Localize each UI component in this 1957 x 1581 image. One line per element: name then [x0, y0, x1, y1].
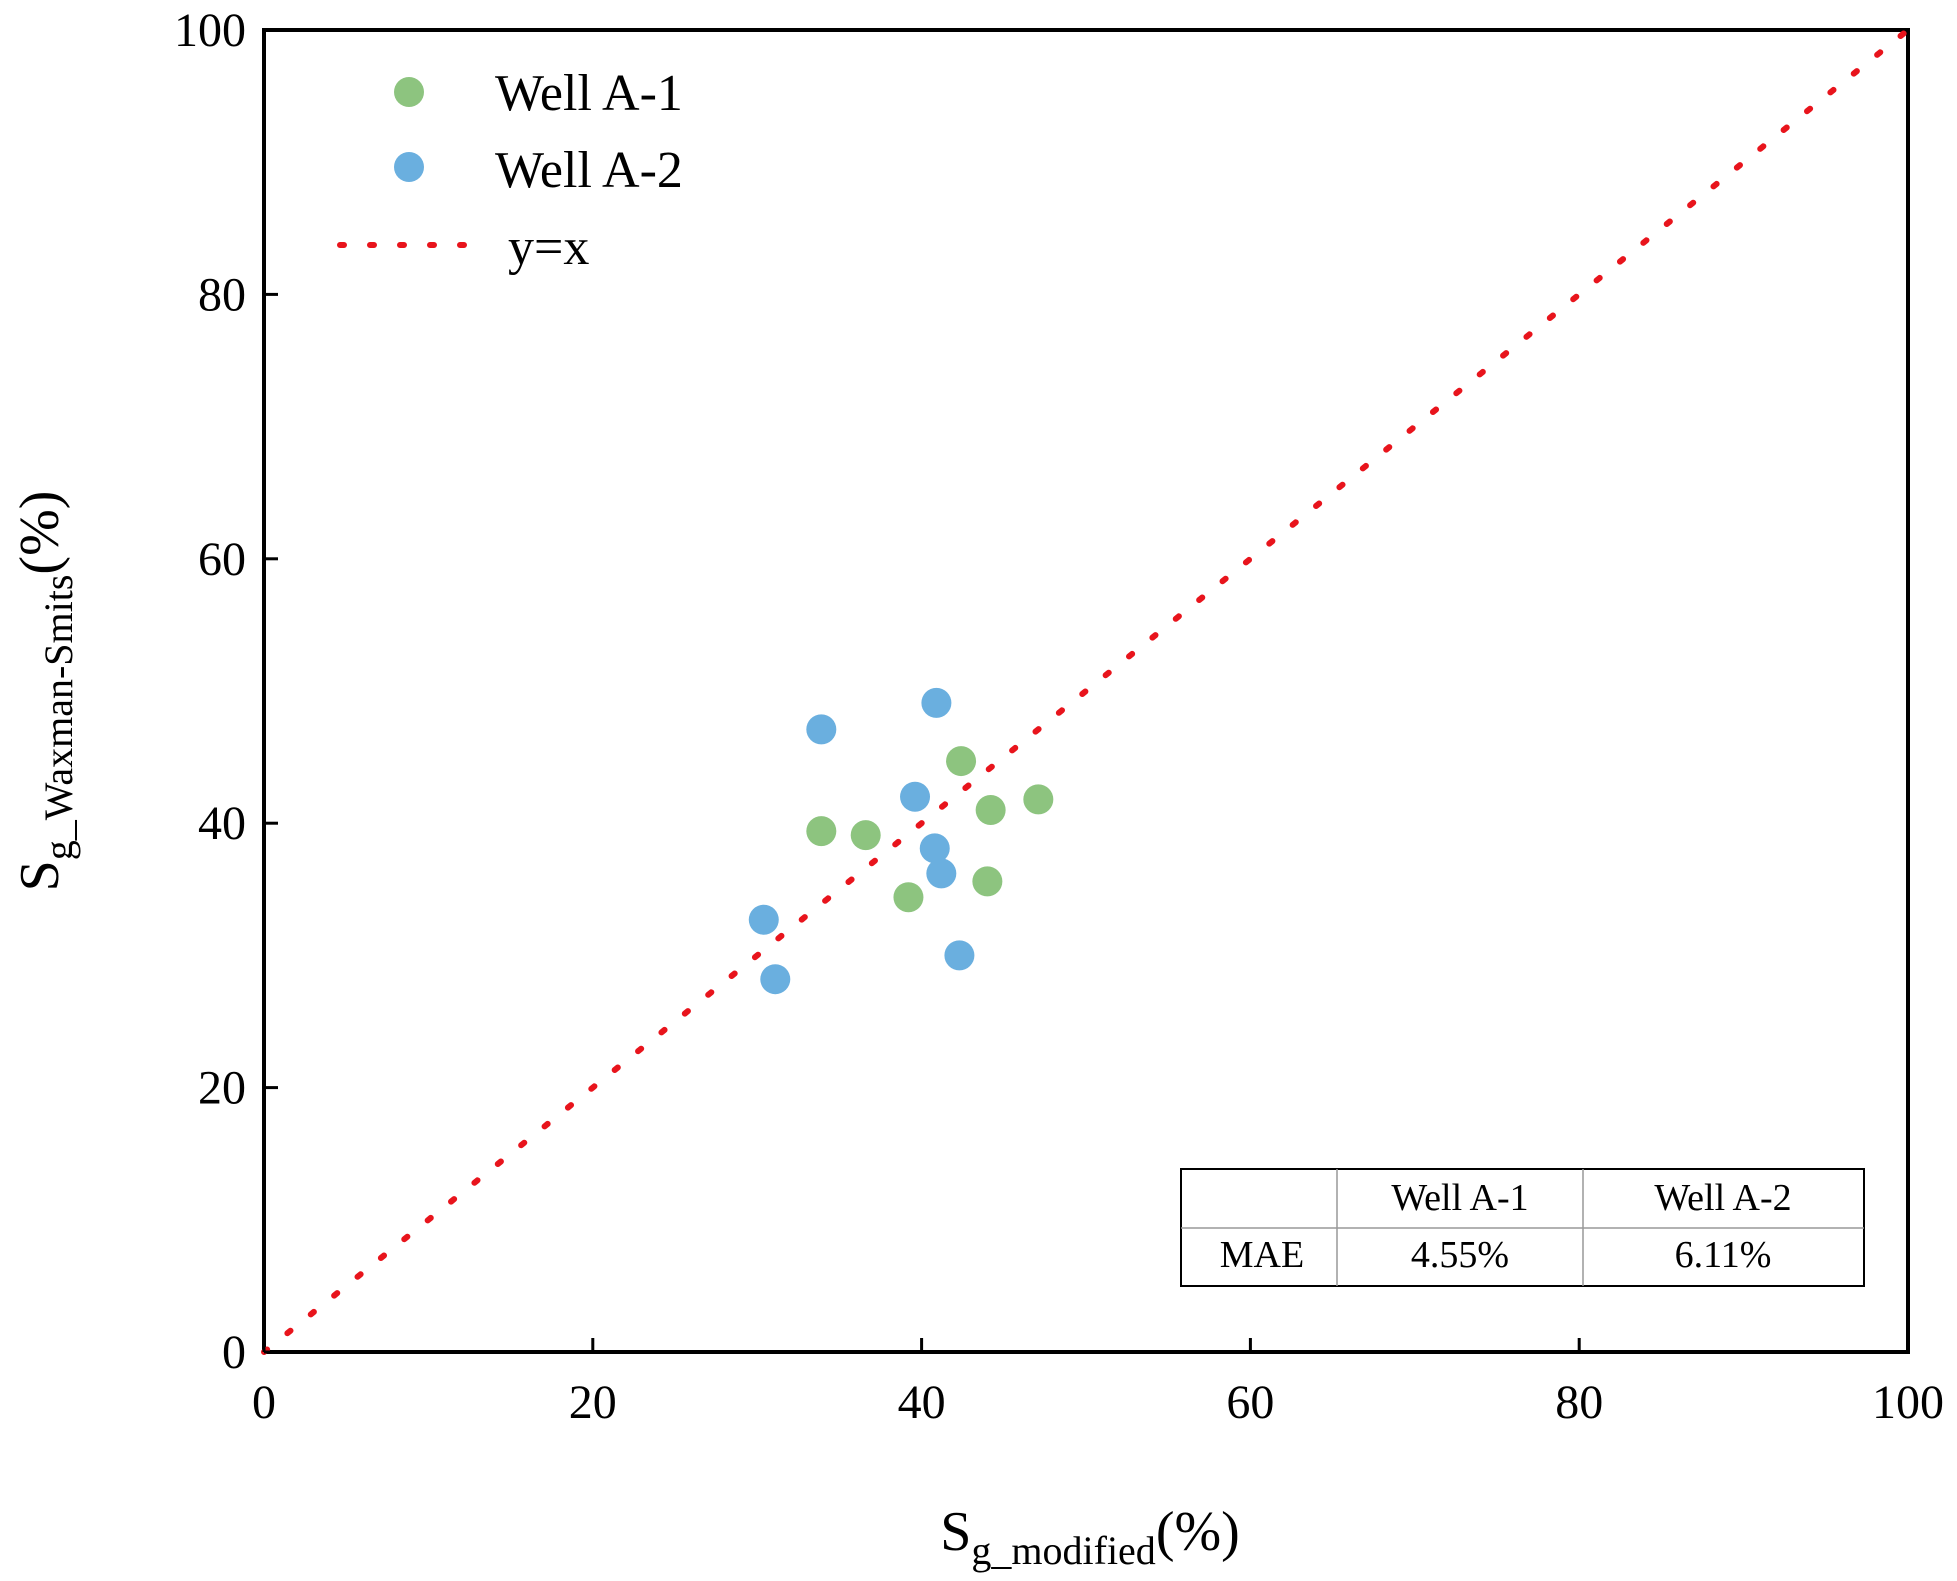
- data-points: [748, 687, 1054, 995]
- x-axis-label-suffix: (%): [1156, 1501, 1240, 1563]
- y-tick-label: 0: [222, 1326, 246, 1379]
- point-well-a-2: [900, 781, 931, 812]
- y-tick-label: 20: [198, 1062, 246, 1115]
- y-axis-label-suffix: (%): [9, 491, 71, 575]
- point-well-a-1: [972, 866, 1003, 897]
- y-axis-label-main: S: [9, 860, 71, 891]
- x-axis-label-main: S: [940, 1501, 971, 1563]
- legend-label-y-equals-x: y=x: [508, 219, 589, 276]
- point-well-a-1: [850, 820, 881, 851]
- legend: Well A-1 Well A-2 y=x: [337, 65, 683, 276]
- point-well-a-1: [893, 882, 924, 913]
- point-well-a-2: [806, 714, 837, 745]
- point-well-a-2: [921, 687, 952, 718]
- y-axis-label-subscript: g_Waxman-Smits: [36, 575, 81, 861]
- x-tick-label: 80: [1555, 1376, 1603, 1429]
- legend-marker-well-a1: [394, 77, 424, 107]
- mae-table: Well A-1 Well A-2 MAE 4.55% 6.11%: [1180, 1168, 1865, 1287]
- point-well-a-1: [806, 816, 837, 847]
- point-well-a-2: [926, 858, 957, 889]
- legend-label-well-a2: Well A-2: [495, 142, 683, 199]
- y-tick-label: 60: [198, 533, 246, 586]
- point-well-a-2: [760, 964, 791, 995]
- point-well-a-1: [975, 794, 1006, 825]
- point-well-a-2: [919, 833, 950, 864]
- y-axis-label: Sg_Waxman-Smits(%): [9, 491, 81, 892]
- x-axis-label: Sg_modified(%): [940, 1501, 1240, 1573]
- x-axis-label-subscript: g_modified: [971, 1528, 1155, 1573]
- point-well-a-1: [1023, 784, 1054, 815]
- table-cell-mae-well-a2: 6.11%: [1675, 1234, 1772, 1276]
- point-well-a-2: [944, 940, 975, 971]
- point-well-a-1: [946, 746, 977, 777]
- x-tick-label: 0: [252, 1376, 276, 1429]
- table-row-label-mae: MAE: [1220, 1234, 1304, 1276]
- y-tick-label: 100: [174, 4, 246, 57]
- plot-frame: [262, 28, 1910, 1354]
- y-axis-ticks: 0 20 40 60 80 100: [174, 4, 278, 1379]
- y-tick-label: 80: [198, 268, 246, 321]
- x-tick-label: 20: [569, 1376, 617, 1429]
- table-header-well-a2: Well A-2: [1654, 1177, 1791, 1219]
- x-axis-ticks: 0 20 40 60 80 100: [252, 1338, 1944, 1429]
- point-well-a-2: [748, 904, 779, 935]
- legend-marker-well-a2: [394, 152, 424, 182]
- table-cell-mae-well-a1: 4.55%: [1411, 1234, 1509, 1276]
- y-equals-x-line: [261, 27, 1911, 1355]
- table-header-well-a1: Well A-1: [1391, 1177, 1528, 1219]
- legend-label-well-a1: Well A-1: [495, 65, 683, 122]
- x-tick-label: 60: [1226, 1376, 1274, 1429]
- y-tick-label: 40: [198, 797, 246, 850]
- x-tick-label: 100: [1872, 1376, 1944, 1429]
- x-tick-label: 40: [898, 1376, 946, 1429]
